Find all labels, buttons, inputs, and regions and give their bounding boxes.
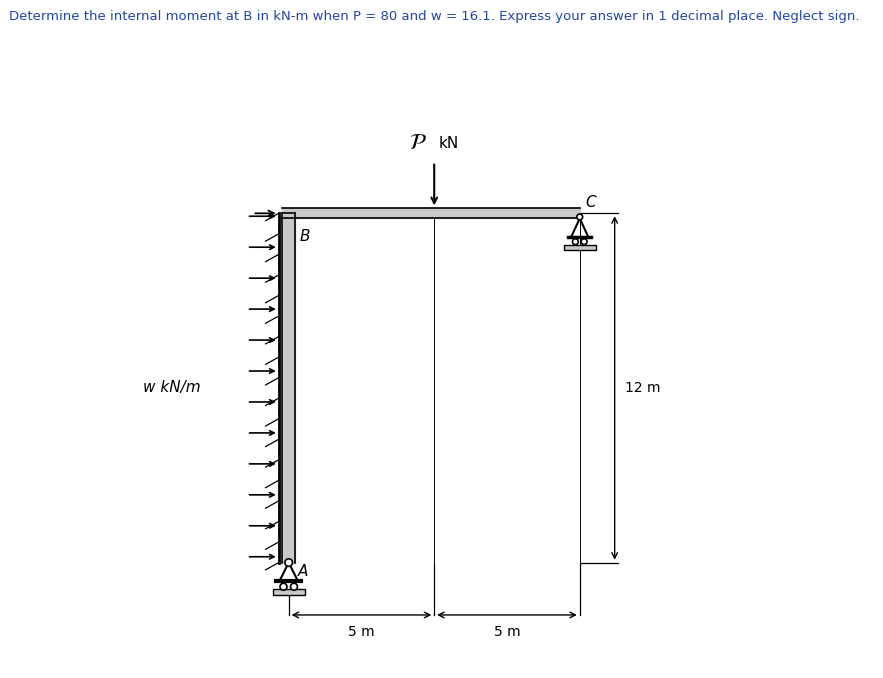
Circle shape — [572, 239, 578, 245]
Circle shape — [581, 239, 587, 245]
Bar — [273, 589, 305, 595]
Circle shape — [577, 214, 583, 220]
Text: Determine the internal moment at B in kN-m when P = 80 and w = 16.1. Express you: Determine the internal moment at B in kN… — [9, 10, 859, 23]
Text: A: A — [298, 564, 308, 579]
Bar — [563, 245, 596, 250]
Text: kN: kN — [439, 136, 459, 151]
Text: C: C — [585, 195, 596, 210]
Text: B: B — [299, 229, 310, 244]
Text: 5 m: 5 m — [494, 625, 520, 639]
Bar — [283, 208, 580, 218]
Text: 5 m: 5 m — [348, 625, 374, 639]
Text: w kN/m: w kN/m — [143, 380, 200, 395]
Circle shape — [285, 559, 292, 566]
Text: 12 m: 12 m — [625, 381, 660, 395]
Text: $\mathcal{P}$: $\mathcal{P}$ — [410, 133, 427, 153]
Circle shape — [291, 583, 298, 591]
Circle shape — [280, 583, 287, 591]
Bar — [283, 214, 295, 563]
